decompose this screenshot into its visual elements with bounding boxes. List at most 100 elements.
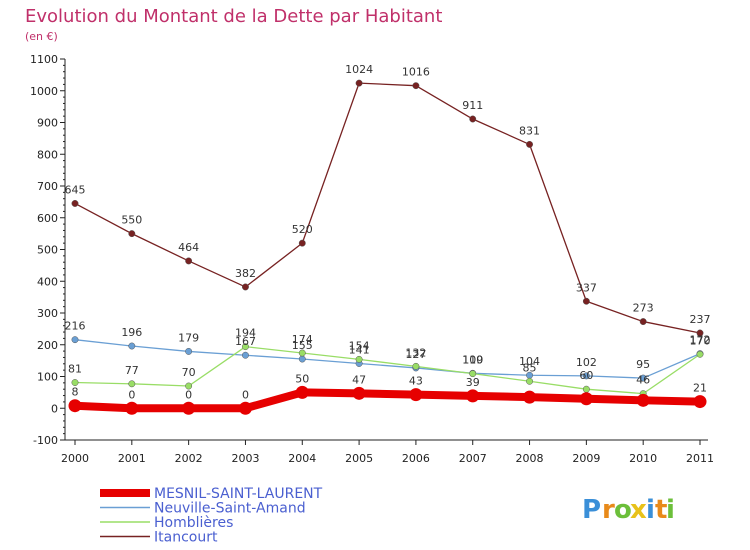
data-label: 154 — [349, 339, 370, 352]
data-point — [128, 230, 136, 238]
data-point — [526, 140, 533, 148]
data-point — [412, 82, 420, 90]
data-label: 550 — [121, 214, 142, 227]
data-label: 141 — [349, 343, 370, 356]
data-label: 0 — [242, 388, 249, 401]
data-point — [352, 386, 366, 400]
data-label: 831 — [519, 124, 540, 137]
data-label: 337 — [576, 281, 597, 294]
logo-letter: P — [582, 495, 601, 525]
data-point — [469, 115, 477, 123]
y-tick-label: 900 — [37, 117, 58, 130]
data-label: 464 — [178, 241, 199, 254]
data-label: 911 — [462, 99, 483, 112]
data-point — [295, 385, 309, 399]
data-label: 109 — [462, 354, 483, 367]
data-point — [238, 401, 252, 415]
y-tick-label: 400 — [37, 275, 58, 288]
data-label: 172 — [690, 334, 711, 347]
data-point — [582, 372, 590, 380]
x-tick-label: 2001 — [118, 452, 146, 465]
data-point — [466, 389, 480, 403]
x-tick-label: 2002 — [175, 452, 203, 465]
data-point — [125, 401, 139, 415]
data-label: 127 — [405, 348, 426, 361]
data-point — [693, 395, 707, 409]
x-tick-label: 2003 — [231, 452, 259, 465]
data-label: 237 — [690, 313, 711, 326]
series-line-3 — [74, 82, 701, 334]
data-point — [185, 382, 193, 390]
data-label: 46 — [636, 374, 650, 387]
data-point — [71, 336, 79, 344]
chart-title: Evolution du Montant de la Dette par Hab… — [25, 6, 442, 27]
x-tick-label: 2011 — [686, 452, 714, 465]
logo-letter: r — [602, 495, 615, 525]
data-label: 174 — [292, 333, 313, 346]
data-label: 81 — [68, 363, 82, 376]
y-tick-label: 600 — [37, 212, 58, 225]
data-point — [185, 257, 193, 265]
data-label: 102 — [576, 356, 597, 369]
data-label: 194 — [235, 327, 256, 340]
data-point — [412, 362, 420, 370]
y-tick-label: 300 — [37, 307, 58, 320]
data-point — [523, 390, 537, 404]
data-point — [582, 385, 590, 393]
data-label: 645 — [65, 183, 86, 196]
y-tick-label: 700 — [37, 180, 58, 193]
data-label: 216 — [65, 320, 86, 333]
data-point — [128, 380, 136, 388]
data-label: 273 — [633, 302, 654, 315]
legend-label: Neuville-Saint-Amand — [154, 501, 306, 517]
x-tick-label: 2007 — [459, 452, 487, 465]
data-label: 167 — [235, 335, 256, 348]
data-label: 179 — [178, 331, 199, 344]
legend-label: MESNIL-SAINT-LAURENT — [154, 486, 323, 502]
data-point — [696, 350, 704, 358]
data-label: 110 — [462, 353, 483, 366]
data-point — [185, 347, 193, 355]
legend-label: Itancourt — [154, 530, 218, 546]
x-tick-label: 2010 — [629, 452, 657, 465]
data-point — [409, 388, 423, 402]
data-label: 170 — [690, 334, 711, 347]
y-tick-label: 200 — [37, 339, 58, 352]
chart-subtitle: (en €) — [25, 30, 58, 43]
data-label: 155 — [292, 339, 313, 352]
data-point — [355, 79, 363, 87]
data-label: 50 — [295, 372, 309, 385]
series-line-2 — [74, 346, 701, 395]
x-tick-label: 2009 — [572, 452, 600, 465]
x-tick-label: 2000 — [61, 452, 89, 465]
data-point — [636, 393, 650, 407]
data-label: 47 — [352, 373, 366, 386]
data-point — [696, 329, 704, 337]
data-label: 1016 — [402, 66, 430, 79]
data-point — [355, 355, 363, 363]
data-point — [71, 379, 79, 386]
y-tick-label: 100 — [37, 371, 58, 384]
axes-group: -100010020030040050060070080090010001100… — [30, 53, 714, 465]
x-tick-label: 2008 — [516, 452, 544, 465]
data-label: 60 — [579, 369, 593, 382]
data-label: 77 — [125, 364, 139, 377]
x-tick-label: 2005 — [345, 452, 373, 465]
series-line-1 — [74, 339, 701, 379]
data-label: 196 — [121, 326, 142, 339]
logo-letter: i — [666, 495, 675, 525]
y-tick-label: 800 — [37, 148, 58, 161]
data-label: 132 — [405, 346, 426, 359]
data-point — [298, 355, 306, 363]
legend-label: Homblières — [154, 515, 233, 531]
data-point — [68, 399, 82, 413]
series-line-0 — [74, 388, 701, 413]
data-label: 43 — [409, 375, 423, 388]
data-point — [242, 283, 249, 291]
data-point — [182, 401, 196, 415]
data-point — [242, 343, 249, 351]
data-point — [579, 392, 593, 406]
